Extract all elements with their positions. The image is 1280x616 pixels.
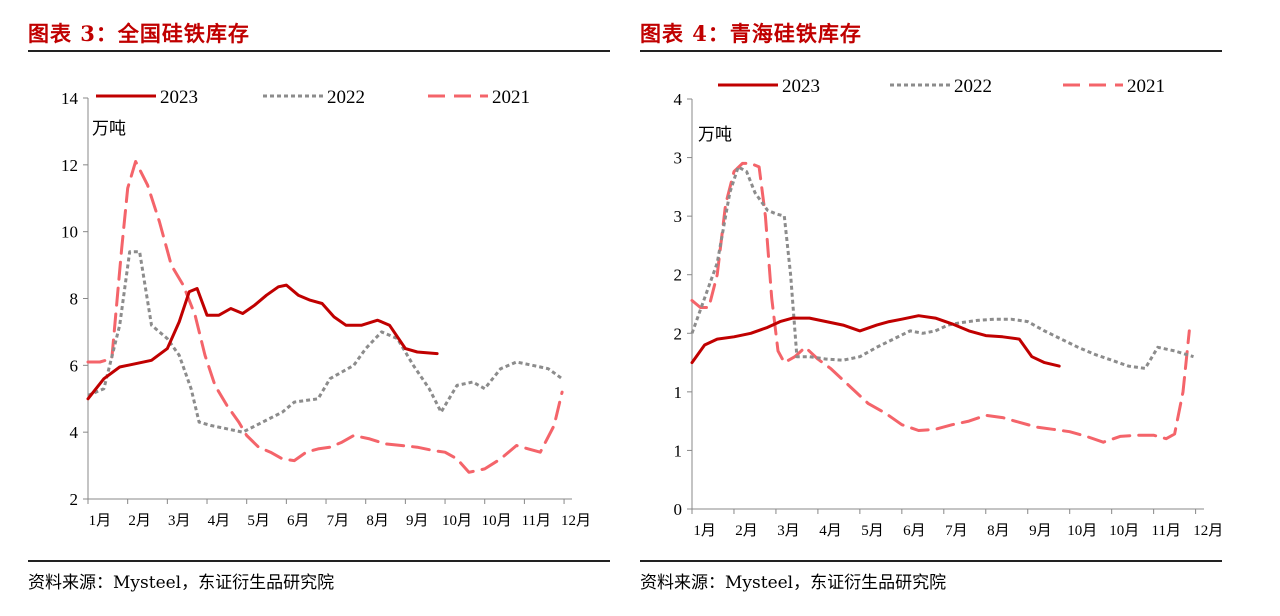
series-line-2022	[87, 250, 563, 434]
x-tick-label: 8月	[987, 523, 1010, 539]
x-tick-label: 11月	[1152, 523, 1181, 539]
figure-panel-national: 图表 3：全国硅铁库存 2 4 6 8 10 12 14 1月 2月 3月 4月 5月 6月 7月 8月 9月…	[28, 0, 638, 616]
source-note: 资料来源：Mysteel，东证衍生品研究院	[640, 573, 947, 593]
x-tick-label: 5月	[247, 513, 270, 529]
y-tick-label: 10	[61, 223, 78, 242]
x-tick-label: 10月	[442, 513, 472, 529]
title-rule	[640, 50, 1222, 52]
x-tick-label: 10月	[1067, 523, 1097, 539]
x-tick-label: 1月	[693, 523, 716, 539]
series-line-2023	[86, 283, 439, 401]
figure-panel-qinghai: 图表 4：青海硅铁库存 0 1 1 2 2 3 3 4 1月 2月 3月 4月 5月 6月 7月 8月 9月 10…	[640, 0, 1250, 616]
x-tick-label: 10月	[482, 513, 512, 529]
source-rule	[640, 560, 1222, 562]
y-tick-label: 3	[674, 207, 683, 226]
series-line-2022	[690, 165, 1194, 370]
x-tick-label: 8月	[366, 513, 389, 529]
x-tick-label: 7月	[327, 513, 350, 529]
legend-label-2022: 2022	[954, 76, 992, 97]
y-tick-label: 14	[61, 89, 79, 108]
x-tick-label: 9月	[1029, 523, 1052, 539]
x-tick-label: 2月	[128, 513, 151, 529]
x-tick-label: 4月	[819, 523, 842, 539]
legend-label-2021: 2021	[492, 87, 530, 108]
series-line-2023	[690, 314, 1061, 368]
legend-label-2021: 2021	[1127, 76, 1165, 97]
source-rule	[28, 560, 610, 562]
x-tick-label: 1月	[89, 513, 112, 529]
x-tick-label: 6月	[287, 513, 310, 529]
legend-label-2023: 2023	[160, 87, 198, 108]
x-tick-label: 7月	[945, 523, 968, 539]
y-tick-label: 1	[674, 441, 683, 460]
y-tick-label: 1	[674, 383, 683, 402]
unit-label: 万吨	[92, 119, 126, 138]
x-tick-label: 3月	[777, 523, 800, 539]
title-rule	[28, 50, 610, 52]
legend-label-2023: 2023	[782, 76, 820, 97]
y-tick-label: 0	[674, 500, 683, 519]
y-tick-label: 4	[70, 423, 79, 442]
series-line-2021	[690, 161, 1191, 444]
x-tick-label: 6月	[903, 523, 926, 539]
y-tick-label: 2	[674, 324, 683, 343]
y-tick-label: 2	[70, 490, 79, 509]
y-tick-label: 2	[674, 266, 683, 285]
source-note: 资料来源：Mysteel，东证衍生品研究院	[28, 573, 335, 593]
qinghai-inventory-chart: 0 1 1 2 2 3 3 4 1月 2月 3月 4月 5月 6月 7月 8月 9月 10月 10月 11月 12月 万吨…	[674, 76, 1223, 539]
x-tick-label: 9月	[406, 513, 429, 529]
x-tick-label: 3月	[168, 513, 191, 529]
x-tick-label: 10月	[1109, 523, 1139, 539]
national-inventory-chart: 2 4 6 8 10 12 14 1月 2月 3月 4月 5月 6月 7月 8月 9月 10月 10月 11月 12月…	[61, 87, 591, 529]
x-tick-label: 2月	[735, 523, 758, 539]
x-tick-label: 12月	[1193, 523, 1222, 539]
x-tick-label: 12月	[561, 513, 591, 529]
y-tick-label: 6	[70, 356, 79, 375]
unit-label: 万吨	[698, 125, 732, 144]
legend-label-2022: 2022	[327, 87, 365, 108]
y-tick-label: 4	[674, 90, 683, 109]
figure-title: 图表 4：青海硅铁库存	[640, 21, 862, 46]
y-tick-label: 3	[674, 149, 683, 168]
x-tick-label: 11月	[522, 513, 551, 529]
y-tick-label: 12	[61, 156, 78, 175]
figure-title: 图表 3：全国硅铁库存	[28, 21, 250, 46]
x-tick-label: 4月	[208, 513, 231, 529]
y-tick-label: 8	[70, 290, 79, 309]
x-tick-label: 5月	[861, 523, 884, 539]
series-line-2021	[86, 160, 564, 474]
